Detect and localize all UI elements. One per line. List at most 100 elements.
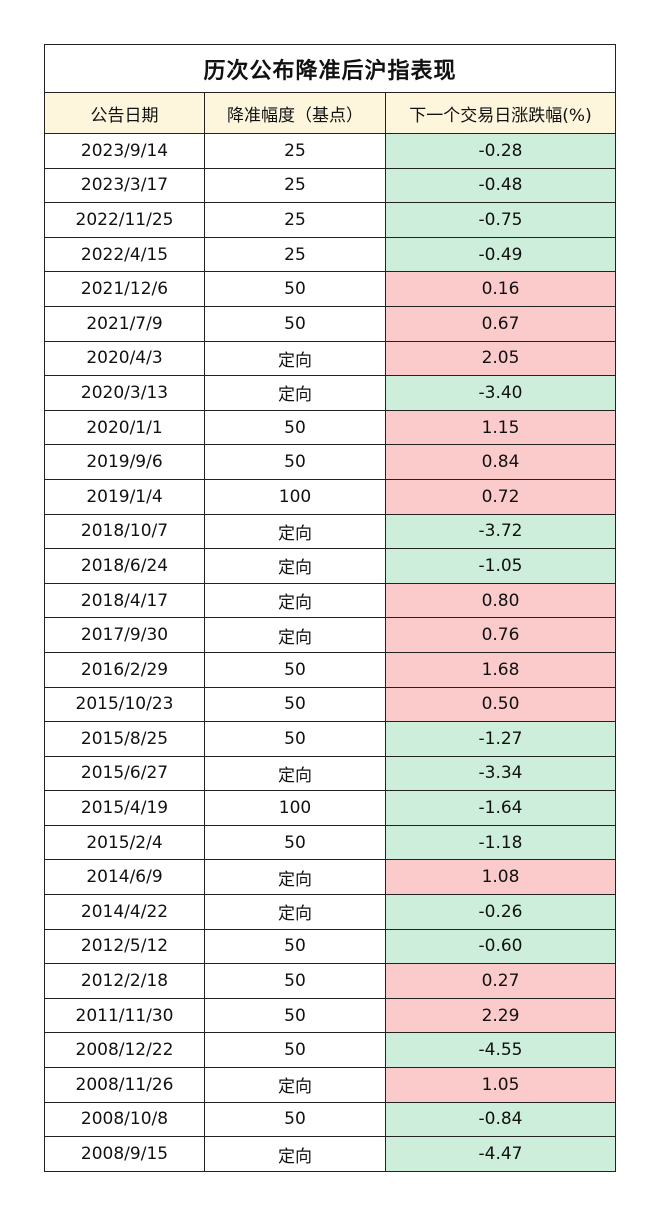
cell-amount: 50 xyxy=(204,824,386,861)
cell-change: 0.72 xyxy=(385,478,616,515)
table-row: 2015/2/4 50 -1.18 xyxy=(44,824,616,861)
table-row: 2012/5/12 50 -0.60 xyxy=(44,928,616,965)
cell-amount: 定向 xyxy=(204,375,386,411)
cell-date: 2015/10/23 xyxy=(44,686,205,723)
cell-change: -3.72 xyxy=(385,513,616,550)
table-row: 2008/10/8 50 -0.84 xyxy=(44,1101,616,1138)
cell-date: 2014/6/9 xyxy=(44,859,205,896)
table-row: 2019/1/4 100 0.72 xyxy=(44,478,616,515)
table-row: 2022/4/15 25 -0.49 xyxy=(44,236,616,273)
cell-change: -4.47 xyxy=(385,1136,616,1172)
table-row: 2018/6/24 定向 -1.05 xyxy=(44,548,616,584)
cell-change: 0.84 xyxy=(385,444,616,480)
cell-date: 2019/1/4 xyxy=(44,478,205,515)
table-row: 2018/10/7 定向 -3.72 xyxy=(44,513,616,550)
cell-change: -1.64 xyxy=(385,790,616,826)
cell-amount: 定向 xyxy=(204,582,386,619)
cell-date: 2021/12/6 xyxy=(44,271,205,307)
cell-amount: 50 xyxy=(204,686,386,723)
cell-change: -0.28 xyxy=(385,133,616,169)
cell-change: -3.34 xyxy=(385,755,616,792)
cell-amount: 50 xyxy=(204,997,386,1034)
cell-amount: 定向 xyxy=(204,548,386,584)
table-row: 2015/4/19 100 -1.64 xyxy=(44,790,616,826)
cell-date: 2008/12/22 xyxy=(44,1032,205,1069)
cell-amount: 50 xyxy=(204,271,386,307)
cell-amount: 定向 xyxy=(204,1136,386,1172)
cell-amount: 25 xyxy=(204,202,386,238)
cell-amount: 定向 xyxy=(204,617,386,653)
cell-change: 0.76 xyxy=(385,617,616,653)
cell-change: 2.05 xyxy=(385,340,616,377)
cell-date: 2019/9/6 xyxy=(44,444,205,480)
cell-date: 2008/11/26 xyxy=(44,1067,205,1103)
cell-change: 1.68 xyxy=(385,651,616,688)
table-row: 2015/8/25 50 -1.27 xyxy=(44,721,616,757)
table-row: 2021/12/6 50 0.16 xyxy=(44,271,616,307)
cell-change: 0.50 xyxy=(385,686,616,723)
cell-amount: 50 xyxy=(204,305,386,342)
cell-amount: 25 xyxy=(204,133,386,169)
cell-date: 2015/4/19 xyxy=(44,790,205,826)
cell-date: 2021/7/9 xyxy=(44,305,205,342)
cell-date: 2018/6/24 xyxy=(44,548,205,584)
header-amount: 降准幅度（基点） xyxy=(204,92,386,134)
cell-change: 1.08 xyxy=(385,859,616,896)
table-row: 2020/1/1 50 1.15 xyxy=(44,409,616,446)
cell-date: 2011/11/30 xyxy=(44,997,205,1034)
table-row: 2022/11/25 25 -0.75 xyxy=(44,202,616,238)
table-row: 2008/12/22 50 -4.55 xyxy=(44,1032,616,1069)
cell-date: 2017/9/30 xyxy=(44,617,205,653)
table-row: 2014/4/22 定向 -0.26 xyxy=(44,894,616,930)
cell-date: 2008/10/8 xyxy=(44,1101,205,1138)
table-row: 2021/7/9 50 0.67 xyxy=(44,305,616,342)
cell-change: -0.60 xyxy=(385,928,616,965)
cell-amount: 50 xyxy=(204,651,386,688)
cell-change: -4.55 xyxy=(385,1032,616,1069)
cell-date: 2016/2/29 xyxy=(44,651,205,688)
cell-change: 2.29 xyxy=(385,997,616,1034)
cell-change: -0.75 xyxy=(385,202,616,238)
header-change: 下一个交易日涨跌幅(%) xyxy=(385,92,616,134)
cell-date: 2023/9/14 xyxy=(44,133,205,169)
cell-change: -0.84 xyxy=(385,1101,616,1138)
cell-amount: 定向 xyxy=(204,894,386,930)
cell-change: -0.48 xyxy=(385,167,616,204)
table-row: 2016/2/29 50 1.68 xyxy=(44,651,616,688)
cell-change: -1.27 xyxy=(385,721,616,757)
table-row: 2008/11/26 定向 1.05 xyxy=(44,1067,616,1103)
cell-change: -3.40 xyxy=(385,375,616,411)
cell-amount: 25 xyxy=(204,236,386,273)
cell-date: 2020/4/3 xyxy=(44,340,205,377)
cell-change: -1.05 xyxy=(385,548,616,584)
cell-amount: 50 xyxy=(204,963,386,999)
cell-change: -0.26 xyxy=(385,894,616,930)
cell-change: -0.49 xyxy=(385,236,616,273)
cell-date: 2015/8/25 xyxy=(44,721,205,757)
cell-amount: 25 xyxy=(204,167,386,204)
cell-amount: 定向 xyxy=(204,513,386,550)
cell-date: 2012/5/12 xyxy=(44,928,205,965)
cell-date: 2020/3/13 xyxy=(44,375,205,411)
table-row: 2017/9/30 定向 0.76 xyxy=(44,617,616,653)
cell-change: 1.15 xyxy=(385,409,616,446)
cell-date: 2020/1/1 xyxy=(44,409,205,446)
cell-date: 2018/10/7 xyxy=(44,513,205,550)
table-body: 2023/9/14 25 -0.28 2023/3/17 25 -0.48 2022/11/… xyxy=(44,133,616,1172)
cell-change: 0.80 xyxy=(385,582,616,619)
cell-amount: 定向 xyxy=(204,859,386,896)
cell-amount: 100 xyxy=(204,790,386,826)
table-row: 2012/2/18 50 0.27 xyxy=(44,963,616,999)
cell-amount: 50 xyxy=(204,721,386,757)
table-title: 历次公布降准后沪指表现 xyxy=(44,44,616,93)
cell-date: 2022/11/25 xyxy=(44,202,205,238)
cell-amount: 定向 xyxy=(204,340,386,377)
cell-date: 2022/4/15 xyxy=(44,236,205,273)
table-row: 2023/9/14 25 -0.28 xyxy=(44,133,616,169)
table-row: 2019/9/6 50 0.84 xyxy=(44,444,616,480)
cell-amount: 50 xyxy=(204,928,386,965)
cell-date: 2014/4/22 xyxy=(44,894,205,930)
table-row: 2020/4/3 定向 2.05 xyxy=(44,340,616,377)
cell-date: 2018/4/17 xyxy=(44,582,205,619)
cell-amount: 50 xyxy=(204,444,386,480)
